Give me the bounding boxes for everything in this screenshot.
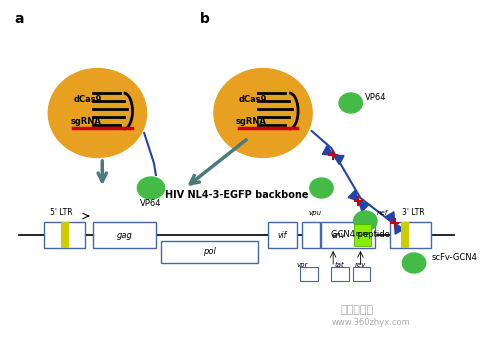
- Text: a: a: [15, 12, 24, 26]
- Text: 5' LTR: 5' LTR: [50, 208, 73, 217]
- FancyBboxPatch shape: [44, 222, 85, 248]
- Text: EGFP: EGFP: [355, 233, 369, 237]
- Polygon shape: [395, 223, 404, 234]
- FancyBboxPatch shape: [331, 267, 349, 281]
- Text: dCas9: dCas9: [239, 95, 267, 104]
- Text: www.360zhyx.com: www.360zhyx.com: [331, 318, 410, 327]
- Text: pol: pol: [203, 248, 216, 257]
- Text: vpr: vpr: [296, 262, 308, 268]
- Text: vpu: vpu: [308, 210, 321, 216]
- FancyBboxPatch shape: [390, 222, 431, 248]
- Text: b: b: [200, 12, 209, 26]
- FancyBboxPatch shape: [302, 222, 319, 248]
- Text: nef: nef: [377, 210, 388, 216]
- Text: env: env: [332, 230, 346, 239]
- Ellipse shape: [310, 178, 333, 198]
- Text: gag: gag: [116, 230, 132, 239]
- Text: VP64: VP64: [365, 93, 387, 102]
- Text: sgRNA: sgRNA: [236, 117, 267, 126]
- Text: tat: tat: [334, 262, 344, 268]
- Ellipse shape: [354, 211, 377, 231]
- Ellipse shape: [138, 177, 165, 199]
- Polygon shape: [333, 155, 344, 164]
- FancyBboxPatch shape: [92, 222, 156, 248]
- FancyBboxPatch shape: [321, 222, 375, 248]
- Text: scFv-GCN4: scFv-GCN4: [432, 253, 477, 262]
- Polygon shape: [348, 190, 359, 201]
- Text: 转化医学网: 转化医学网: [341, 305, 374, 315]
- Polygon shape: [359, 201, 369, 212]
- FancyBboxPatch shape: [353, 267, 370, 281]
- Text: VP64: VP64: [140, 199, 162, 208]
- Text: sgRNA: sgRNA: [70, 117, 101, 126]
- Text: GCN4 peptide: GCN4 peptide: [331, 230, 390, 239]
- Ellipse shape: [339, 93, 363, 113]
- Text: rev: rev: [355, 262, 366, 268]
- FancyBboxPatch shape: [268, 222, 297, 248]
- Ellipse shape: [48, 69, 146, 157]
- FancyBboxPatch shape: [300, 267, 317, 281]
- Text: vif: vif: [278, 230, 287, 239]
- FancyBboxPatch shape: [61, 222, 69, 248]
- Text: dCas9: dCas9: [73, 95, 102, 104]
- FancyBboxPatch shape: [161, 241, 258, 263]
- FancyBboxPatch shape: [354, 224, 371, 246]
- Text: HIV NL4-3-EGFP backbone: HIV NL4-3-EGFP backbone: [165, 190, 309, 200]
- Ellipse shape: [402, 253, 426, 273]
- Polygon shape: [322, 146, 333, 155]
- FancyBboxPatch shape: [401, 222, 409, 248]
- Polygon shape: [385, 212, 395, 223]
- Ellipse shape: [214, 69, 312, 157]
- Text: 3' LTR: 3' LTR: [402, 208, 424, 217]
